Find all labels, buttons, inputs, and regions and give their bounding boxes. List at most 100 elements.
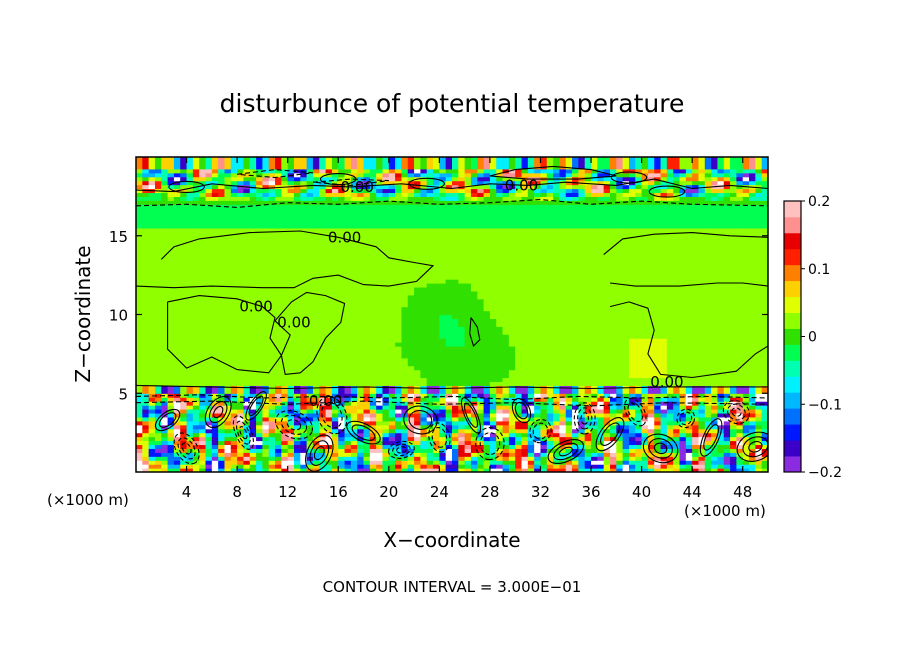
field-cell (350, 393, 358, 398)
field-cell (167, 456, 175, 461)
field-cell (527, 468, 535, 472)
field-cell (502, 424, 510, 430)
field-cell (312, 310, 320, 316)
field-cell (426, 346, 434, 351)
field-cell (496, 271, 504, 276)
field-cell (470, 279, 478, 284)
field-cell (268, 346, 276, 351)
field-cell (173, 416, 181, 422)
field-cell (300, 357, 308, 363)
field-cell (312, 200, 320, 205)
field-cell (420, 294, 428, 300)
field-cell (173, 263, 181, 268)
field-cell (224, 436, 232, 442)
field-cell (350, 460, 358, 465)
field-cell (294, 361, 301, 367)
field-cell (306, 196, 314, 201)
field-cell (224, 318, 232, 323)
field-cell (142, 208, 150, 213)
field-cell (237, 212, 245, 217)
field-cell (294, 334, 301, 339)
field-cell (136, 349, 143, 355)
field-cell (148, 389, 156, 394)
field-cell (300, 456, 308, 461)
field-cell (275, 373, 282, 379)
field-cell (300, 184, 308, 190)
field-cell (414, 346, 421, 351)
field-cell (287, 448, 295, 453)
field-cell (433, 223, 440, 229)
field-cell (483, 405, 491, 410)
field-cell (483, 361, 491, 367)
field-cell (262, 357, 270, 363)
field-cell (521, 188, 529, 194)
field-cell (414, 164, 421, 170)
field-cell (136, 420, 143, 426)
field-cell (262, 279, 270, 284)
field-cell (357, 294, 365, 300)
field-cell (243, 267, 251, 272)
field-cell (426, 235, 434, 241)
field-cell (243, 428, 251, 434)
field-cell (357, 342, 365, 347)
field-cell (306, 428, 314, 434)
field-cell (369, 267, 377, 272)
field-cell (508, 353, 516, 359)
field-cell (205, 381, 213, 386)
field-cell (452, 432, 459, 438)
field-cell (275, 397, 282, 402)
field-cell (167, 212, 175, 217)
field-cell (458, 432, 466, 438)
field-cell (281, 223, 289, 229)
field-cell (312, 294, 320, 300)
field-cell (376, 346, 384, 351)
field-cell (502, 204, 510, 209)
field-cell (458, 227, 466, 233)
field-cell (319, 192, 327, 197)
field-cell (477, 164, 485, 170)
field-cell (262, 326, 270, 331)
field-cell (477, 361, 485, 367)
field-cell (230, 369, 238, 375)
field-cell (192, 381, 200, 386)
field-cell (294, 204, 301, 209)
field-cell (281, 342, 289, 347)
field-cell (369, 184, 377, 190)
field-cell (306, 310, 314, 316)
field-cell (256, 235, 263, 241)
field-cell (167, 314, 175, 320)
field-cell (205, 326, 213, 331)
field-cell (256, 227, 263, 233)
field-cell (344, 255, 352, 260)
field-cell (369, 424, 377, 430)
field-cell (452, 192, 459, 197)
field-cell (357, 283, 365, 288)
field-cell (395, 212, 403, 217)
field-cell (294, 212, 301, 217)
field-cell (275, 330, 282, 335)
field-cell (464, 212, 472, 217)
field-cell (243, 168, 251, 174)
field-cell (268, 275, 276, 280)
field-cell (167, 397, 175, 402)
field-cell (205, 259, 213, 264)
field-cell (515, 349, 523, 355)
field-cell (458, 452, 466, 457)
field-cell (161, 432, 169, 438)
field-cell (363, 172, 371, 178)
field-cell (230, 432, 238, 438)
field-cell (344, 216, 352, 221)
field-cell (154, 196, 162, 201)
field-cell (452, 188, 459, 194)
field-cell (205, 255, 213, 260)
field-cell (192, 330, 200, 335)
field-cell (502, 180, 510, 186)
field-cell (369, 409, 377, 414)
field-cell (173, 342, 181, 347)
field-cell (167, 251, 175, 257)
field-cell (470, 298, 478, 304)
field-cell (294, 397, 301, 402)
field-cell (407, 279, 415, 284)
field-cell (363, 361, 371, 367)
field-cell (275, 369, 282, 375)
